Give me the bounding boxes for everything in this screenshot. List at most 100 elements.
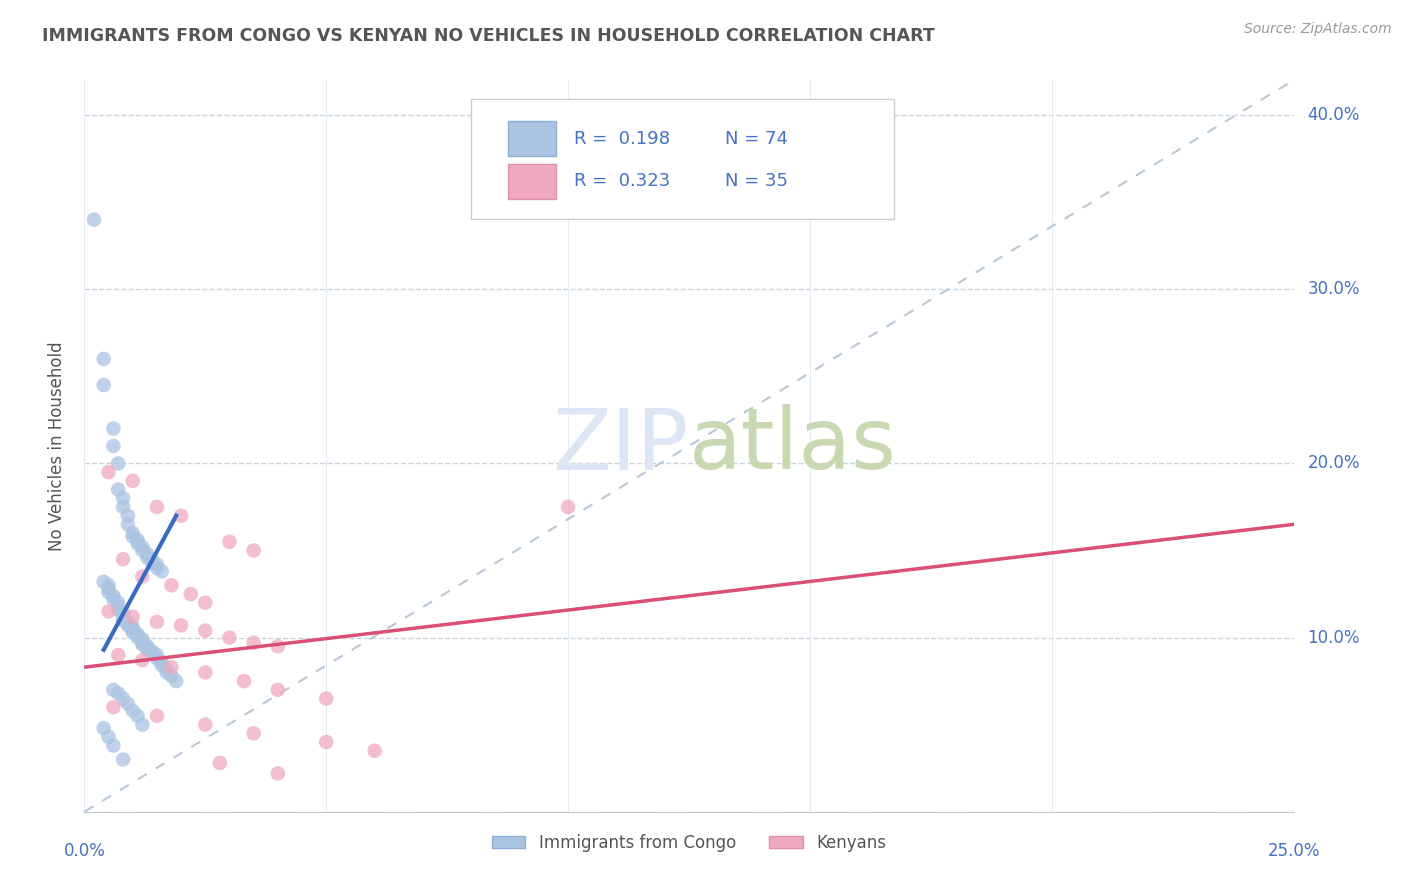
Point [121, 625, 143, 640]
Point [194, 717, 217, 731]
Point [131, 632, 153, 647]
Point [107, 603, 129, 617]
Point [121, 622, 143, 636]
Point [107, 648, 129, 662]
Text: ZIP: ZIP [553, 404, 689, 488]
Point [233, 674, 256, 689]
Point [103, 700, 125, 714]
Point [146, 615, 169, 629]
Point [93, 351, 115, 366]
Point [165, 674, 187, 689]
Point [150, 658, 173, 673]
Point [557, 500, 579, 514]
Point [97, 582, 120, 596]
Point [170, 508, 193, 523]
Point [97, 604, 120, 618]
Point [136, 640, 159, 654]
Point [155, 665, 177, 680]
Point [127, 631, 149, 645]
Point [131, 638, 153, 652]
Text: 40.0%: 40.0% [1308, 106, 1360, 124]
Point [146, 561, 169, 575]
Point [127, 536, 149, 550]
Point [208, 756, 231, 770]
Point [141, 646, 163, 660]
Text: N = 35: N = 35 [725, 172, 789, 190]
Point [127, 533, 149, 547]
Point [103, 739, 125, 753]
Point [242, 543, 264, 558]
Point [107, 483, 129, 497]
Point [93, 378, 115, 392]
Text: R =  0.323: R = 0.323 [574, 172, 671, 190]
Point [131, 634, 153, 648]
Legend: Immigrants from Congo, Kenyans: Immigrants from Congo, Kenyans [485, 827, 893, 858]
Point [146, 651, 169, 665]
Point [97, 730, 120, 744]
FancyBboxPatch shape [508, 163, 555, 199]
Point [107, 457, 129, 471]
Point [131, 540, 153, 554]
Point [150, 565, 173, 579]
Point [121, 624, 143, 638]
Point [103, 439, 125, 453]
Text: R =  0.198: R = 0.198 [574, 130, 671, 148]
Point [150, 655, 173, 669]
Point [121, 474, 143, 488]
Point [112, 552, 135, 566]
Point [131, 653, 153, 667]
Text: 10.0%: 10.0% [1308, 629, 1360, 647]
Point [121, 526, 143, 541]
Y-axis label: No Vehicles in Household: No Vehicles in Household [48, 341, 66, 551]
Point [218, 631, 240, 645]
Point [242, 636, 264, 650]
Point [160, 578, 183, 592]
Text: atlas: atlas [689, 404, 897, 488]
Point [93, 574, 115, 589]
Point [363, 744, 385, 758]
Point [194, 596, 217, 610]
Point [112, 491, 135, 506]
Point [180, 587, 202, 601]
Point [97, 578, 120, 592]
Point [117, 697, 139, 711]
Point [218, 534, 240, 549]
Point [107, 599, 129, 614]
Text: Source: ZipAtlas.com: Source: ZipAtlas.com [1244, 22, 1392, 37]
Point [112, 613, 135, 627]
Point [131, 543, 153, 558]
Point [136, 550, 159, 565]
Point [127, 709, 149, 723]
Point [103, 592, 125, 607]
Point [117, 616, 139, 631]
Point [117, 618, 139, 632]
Point [146, 709, 169, 723]
Point [160, 669, 183, 683]
Text: 0.0%: 0.0% [63, 842, 105, 860]
Point [267, 640, 290, 654]
Text: IMMIGRANTS FROM CONGO VS KENYAN NO VEHICLES IN HOUSEHOLD CORRELATION CHART: IMMIGRANTS FROM CONGO VS KENYAN NO VEHIC… [42, 27, 935, 45]
Point [93, 721, 115, 735]
Point [170, 618, 193, 632]
Point [146, 500, 169, 514]
Point [117, 615, 139, 629]
Point [83, 212, 105, 227]
Point [112, 752, 135, 766]
Point [315, 691, 337, 706]
Point [121, 620, 143, 634]
Point [112, 606, 135, 620]
Point [267, 682, 290, 697]
FancyBboxPatch shape [471, 99, 894, 219]
Point [131, 717, 153, 731]
Point [103, 589, 125, 603]
Point [141, 644, 163, 658]
Point [194, 665, 217, 680]
Point [121, 609, 143, 624]
Text: N = 74: N = 74 [725, 130, 789, 148]
Point [117, 508, 139, 523]
Point [131, 636, 153, 650]
Point [112, 500, 135, 514]
Point [103, 421, 125, 435]
Point [315, 735, 337, 749]
Point [267, 766, 290, 780]
